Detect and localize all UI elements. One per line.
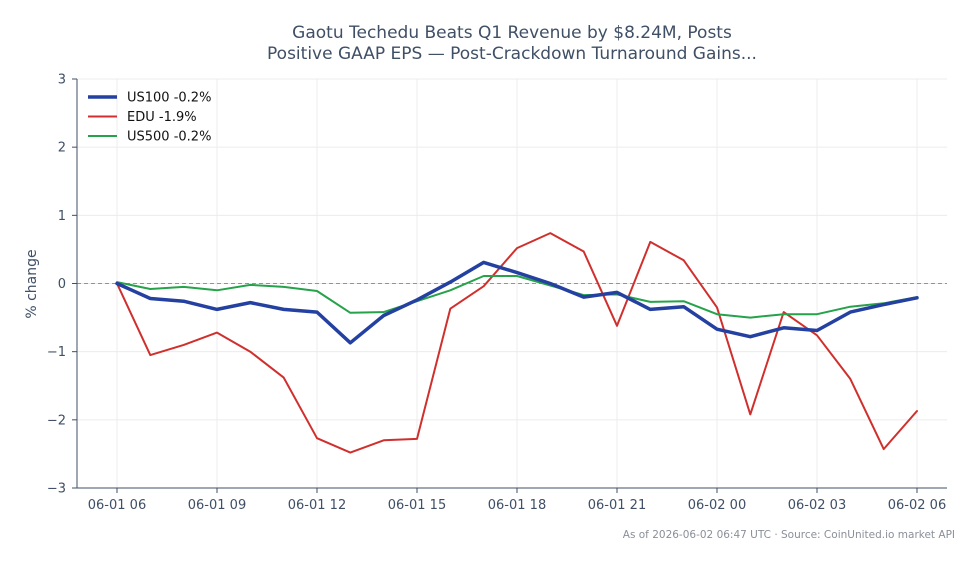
y-tick-label: 3 — [58, 73, 66, 88]
legend: US100 -0.2% EDU -1.9% US500 -0.2% — [88, 91, 211, 145]
y-axis-ticks: 3 2 1 0 −1 −2 −3 — [47, 73, 77, 497]
legend-label-us500: US500 -0.2% — [127, 130, 211, 145]
series-line-us100 — [115, 260, 919, 345]
y-tick-label: −3 — [47, 482, 66, 497]
y-axis-label: % change — [24, 249, 40, 318]
x-tick-label: 06-02 00 — [688, 498, 746, 513]
x-tick-label: 06-02 03 — [788, 498, 846, 513]
series-line-edu — [116, 232, 918, 454]
x-axis-ticks: 06-01 06 06-01 09 06-01 12 06-01 15 06-01 18… — [88, 488, 946, 513]
x-tick-label: 06-01 15 — [388, 498, 446, 513]
x-tick-label: 06-01 12 — [288, 498, 346, 513]
source-footnote: As of 2026-06-02 06:47 UTC · Source: Coi… — [623, 529, 955, 541]
y-tick-label: 0 — [58, 277, 66, 292]
y-tick-label: −2 — [47, 413, 66, 428]
legend-label-us100: US100 -0.2% — [127, 91, 211, 106]
y-tick-label: −1 — [47, 345, 66, 360]
x-tick-label: 06-01 21 — [588, 498, 646, 513]
x-tick-label: 06-02 06 — [888, 498, 946, 513]
series-line-us500 — [116, 275, 918, 319]
chart-title-line-1: Gaotu Techedu Beats Q1 Revenue by $8.24M… — [292, 23, 732, 43]
y-tick-label: 1 — [58, 209, 66, 224]
chart-title-line-2: Positive GAAP EPS — Post-Crackdown Turna… — [267, 44, 757, 64]
y-tick-label: 2 — [58, 141, 66, 156]
x-tick-label: 06-01 09 — [188, 498, 246, 513]
x-tick-label: 06-01 06 — [88, 498, 146, 513]
series-lines — [115, 232, 919, 454]
x-tick-label: 06-01 18 — [488, 498, 546, 513]
legend-label-edu: EDU -1.9% — [127, 110, 197, 125]
